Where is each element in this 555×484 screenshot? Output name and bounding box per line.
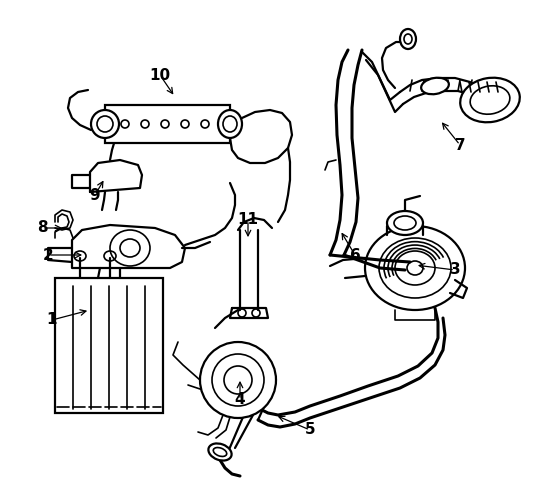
- Bar: [105, 105, 230, 143]
- Text: 6: 6: [350, 247, 360, 262]
- Text: 2: 2: [43, 247, 53, 262]
- Ellipse shape: [421, 78, 449, 94]
- Ellipse shape: [365, 226, 465, 310]
- Ellipse shape: [200, 342, 276, 418]
- Text: 1: 1: [47, 313, 57, 328]
- Text: 11: 11: [238, 212, 259, 227]
- Text: 5: 5: [305, 423, 315, 438]
- Ellipse shape: [218, 110, 242, 138]
- Text: 8: 8: [37, 221, 47, 236]
- Ellipse shape: [460, 78, 520, 122]
- Ellipse shape: [400, 29, 416, 49]
- Ellipse shape: [91, 110, 119, 138]
- Text: 10: 10: [149, 67, 170, 82]
- Bar: [55, 278, 163, 413]
- Text: 4: 4: [235, 393, 245, 408]
- Ellipse shape: [208, 443, 231, 461]
- Text: 9: 9: [90, 187, 100, 202]
- Text: 3: 3: [450, 262, 460, 277]
- Text: 7: 7: [455, 137, 465, 152]
- Ellipse shape: [387, 211, 423, 235]
